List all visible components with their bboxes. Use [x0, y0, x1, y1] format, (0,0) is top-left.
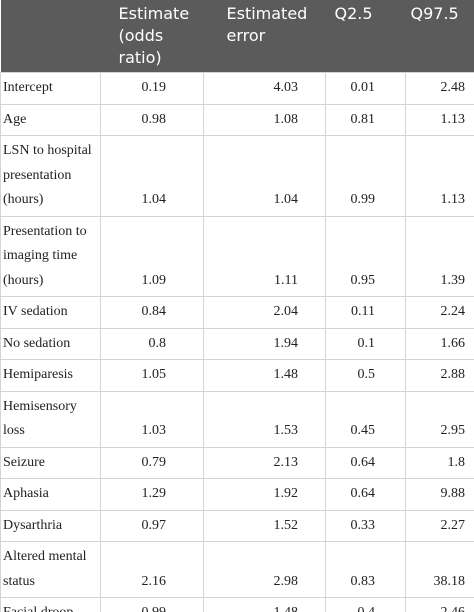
table-row: Presentation to imaging time (hours) 1.09…: [0, 215, 474, 297]
table-row: LSN to hospital presentation (hours) 1.04…: [0, 135, 474, 217]
value-cell: 1.05: [100, 359, 204, 392]
table-row: Seizure 0.79 2.13 0.64 1.8: [0, 446, 474, 479]
value-cell: 0.99: [325, 135, 406, 217]
value-cell: 1.13: [405, 135, 474, 217]
header-cell: Q2.5: [325, 0, 406, 73]
row-label: Intercept: [0, 72, 101, 105]
value-cell: 0.81: [325, 103, 406, 136]
value-cell: 0.64: [325, 478, 406, 511]
value-cell: 0.95: [325, 215, 406, 297]
value-cell: 0.33: [325, 509, 406, 542]
value-cell: 4.03: [203, 72, 326, 105]
value-cell: 1.48: [203, 597, 326, 612]
value-cell: 1.04: [203, 135, 326, 217]
value-cell: 1.48: [203, 359, 326, 392]
value-cell: 1.13: [405, 103, 474, 136]
table-row: Aphasia 1.29 1.92 0.64 9.88: [0, 478, 474, 511]
value-cell: 0.99: [100, 597, 204, 612]
value-cell: 2.24: [405, 296, 474, 329]
row-label: IV sedation: [0, 296, 101, 329]
value-cell: 2.46: [405, 597, 474, 612]
table-row: Intercept 0.19 4.03 0.01 2.48: [0, 72, 474, 105]
value-cell: 1.8: [405, 446, 474, 479]
header-cell: [0, 0, 101, 73]
value-cell: 2.16: [100, 541, 204, 598]
table-row: Dysarthria 0.97 1.52 0.33 2.27: [0, 509, 474, 542]
table-row: No sedation 0.8 1.94 0.1 1.66: [0, 327, 474, 360]
row-label: Aphasia: [0, 478, 101, 511]
value-cell: 2.98: [203, 541, 326, 598]
value-cell: 2.13: [203, 446, 326, 479]
value-cell: 1.52: [203, 509, 326, 542]
header-row: Estimate (odds ratio) Estimated error Q2.5…: [0, 0, 474, 73]
value-cell: 0.01: [325, 72, 406, 105]
value-cell: 0.84: [100, 296, 204, 329]
value-cell: 2.27: [405, 509, 474, 542]
table-row: Age 0.98 1.08 0.81 1.13: [0, 103, 474, 136]
row-label: LSN to hospital presentation (hours): [0, 135, 101, 217]
row-label: Presentation to imaging time (hours): [0, 215, 101, 297]
value-cell: 1.08: [203, 103, 326, 136]
value-cell: 1.03: [100, 390, 204, 448]
table-row: Hemiparesis 1.05 1.48 0.5 2.88: [0, 359, 474, 392]
value-cell: 0.64: [325, 446, 406, 479]
value-cell: 1.53: [203, 390, 326, 448]
value-cell: 0.97: [100, 509, 204, 542]
row-label: Age: [0, 103, 101, 136]
value-cell: 9.88: [405, 478, 474, 511]
value-cell: 0.8: [100, 327, 204, 360]
value-cell: 0.45: [325, 390, 406, 448]
row-label: Facial droop: [0, 597, 101, 612]
value-cell: 0.98: [100, 103, 204, 136]
value-cell: 2.95: [405, 390, 474, 448]
row-label: Dysarthria: [0, 509, 101, 542]
header-cell: Estimated error: [203, 0, 326, 73]
value-cell: 38.18: [405, 541, 474, 598]
row-label: Hemiparesis: [0, 359, 101, 392]
value-cell: 1.94: [203, 327, 326, 360]
row-label: Hemisensory loss: [0, 390, 101, 448]
value-cell: 1.09: [100, 215, 204, 297]
table-body: Intercept 0.19 4.03 0.01 2.48 Age 0.98 1.08 0.81…: [0, 72, 474, 612]
value-cell: 0.1: [325, 327, 406, 360]
value-cell: 2.48: [405, 72, 474, 105]
value-cell: 1.29: [100, 478, 204, 511]
table-row: IV sedation 0.84 2.04 0.11 2.24: [0, 296, 474, 329]
value-cell: 1.11: [203, 215, 326, 297]
row-label: Seizure: [0, 446, 101, 479]
value-cell: 0.11: [325, 296, 406, 329]
value-cell: 0.19: [100, 72, 204, 105]
value-cell: 1.04: [100, 135, 204, 217]
header-cell: Estimate (odds ratio): [100, 0, 204, 73]
value-cell: 0.79: [100, 446, 204, 479]
value-cell: 0.83: [325, 541, 406, 598]
table-row: Facial droop0.991.480.42.46: [0, 597, 474, 612]
table-row: Hemisensory loss 1.03 1.53 0.45 2.95: [0, 390, 474, 448]
value-cell: 0.4: [325, 597, 406, 612]
value-cell: 1.39: [405, 215, 474, 297]
table-row: Altered mental status 2.16 2.98 0.83 38.18: [0, 541, 474, 598]
value-cell: 0.5: [325, 359, 406, 392]
value-cell: 1.92: [203, 478, 326, 511]
row-label: No sedation: [0, 327, 101, 360]
table-header: Estimate (odds ratio) Estimated error Q2.5…: [0, 0, 474, 73]
value-cell: 2.04: [203, 296, 326, 329]
header-cell: Q97.5: [405, 0, 474, 73]
value-cell: 2.88: [405, 359, 474, 392]
value-cell: 1.66: [405, 327, 474, 360]
row-label: Altered mental status: [0, 541, 101, 598]
